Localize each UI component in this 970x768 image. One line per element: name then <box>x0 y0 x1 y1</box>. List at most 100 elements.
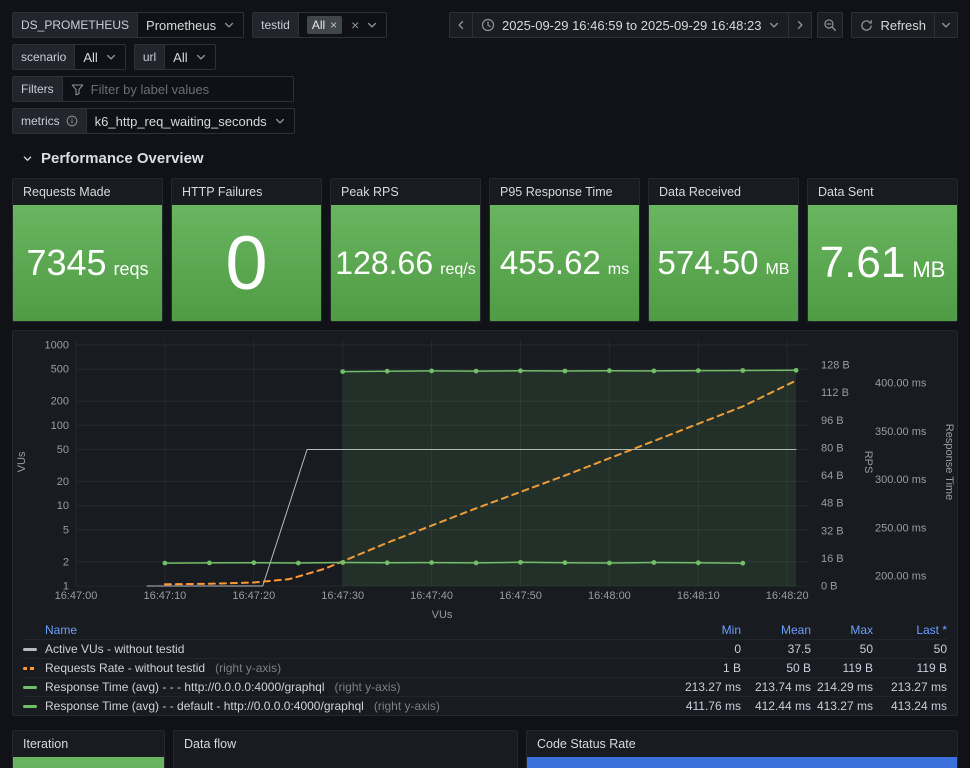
section-performance-overview[interactable]: Performance Overview <box>12 150 958 167</box>
legend-series-name[interactable]: Response Time (avg) - - - http://0.0.0.0… <box>45 680 324 694</box>
refresh-icon <box>860 19 873 32</box>
svg-text:16:48:10: 16:48:10 <box>677 590 720 602</box>
chart-legend: NameMinMeanMaxLast * Active VUs - without… <box>13 621 957 715</box>
refresh-label: Refresh <box>880 18 926 33</box>
toolbar-row-3: Filters <box>12 76 958 102</box>
legend-row: Active VUs - without testid037.55050 <box>23 639 947 658</box>
chevron-down-icon <box>223 19 235 31</box>
info-icon[interactable] <box>66 115 78 127</box>
svg-text:VUs: VUs <box>432 609 453 621</box>
chevron-down-icon <box>768 19 780 31</box>
legend-header-min[interactable]: Min <box>671 623 741 637</box>
clock-icon <box>481 18 495 32</box>
svg-text:500: 500 <box>51 364 69 376</box>
series-marker-icon <box>23 667 37 670</box>
stat-value-area: 128.66req/s <box>331 205 480 321</box>
metrics-value: k6_http_req_waiting_seconds <box>95 114 267 129</box>
timeseries-panel: 16:47:0016:47:1016:47:2016:47:3016:47:40… <box>12 330 958 716</box>
svg-text:0 B: 0 B <box>821 581 838 593</box>
scenario-picker[interactable]: All <box>74 44 125 70</box>
svg-text:16:48:20: 16:48:20 <box>766 590 809 602</box>
time-range-picker[interactable]: 2025-09-29 16:46:59 to 2025-09-29 16:48:… <box>472 12 790 38</box>
panel-body <box>174 757 517 768</box>
svg-text:5: 5 <box>63 524 69 536</box>
toolbar-row-1: DS_PROMETHEUS Prometheus testid All × × <box>12 12 958 38</box>
stat-unit: reqs <box>114 259 149 280</box>
legend-header-mean[interactable]: Mean <box>741 623 811 637</box>
svg-text:50: 50 <box>57 444 69 456</box>
legend-value-max: 214.29 ms <box>811 680 873 694</box>
url-control: url All <box>134 44 216 70</box>
legend-header-last[interactable]: Last * <box>873 623 947 637</box>
stat-panel-header: HTTP Failures <box>172 179 321 205</box>
bottom-row: IterationData flowCode Status Rate <box>12 730 958 768</box>
svg-text:64 B: 64 B <box>821 470 844 482</box>
metrics-picker[interactable]: k6_http_req_waiting_seconds <box>86 108 295 134</box>
stat-panel-p95-response-time: P95 Response Time455.62ms <box>489 178 640 322</box>
svg-text:300.00 ms: 300.00 ms <box>875 474 927 486</box>
timeseries-chart[interactable]: 16:47:0016:47:1016:47:2016:47:3016:47:40… <box>13 331 957 621</box>
clear-selection-icon[interactable]: × <box>351 18 359 32</box>
svg-text:200.00 ms: 200.00 ms <box>875 571 927 583</box>
legend-value-mean: 412.44 ms <box>741 699 811 713</box>
legend-value-last: 413.24 ms <box>873 699 947 713</box>
stat-panel-header: Requests Made <box>13 179 162 205</box>
chevron-down-icon <box>105 51 117 63</box>
svg-text:48 B: 48 B <box>821 498 844 510</box>
legend-value-last: 213.27 ms <box>873 680 947 694</box>
legend-series-name[interactable]: Active VUs - without testid <box>45 642 184 656</box>
refresh-interval-dropdown[interactable] <box>934 12 958 38</box>
zoom-out-icon <box>823 18 837 32</box>
testid-chip[interactable]: All × <box>307 16 342 34</box>
stat-panel-requests-made: Requests Made7345reqs <box>12 178 163 322</box>
stat-panel-header: Data Received <box>649 179 798 205</box>
scenario-value: All <box>83 50 97 65</box>
legend-header-name: Name <box>23 623 671 637</box>
datasource-picker[interactable]: Prometheus <box>137 12 244 38</box>
series-marker-icon <box>23 686 37 689</box>
legend-series-name[interactable]: Requests Rate - without testid <box>45 661 205 675</box>
stat-value-area: 574.50MB <box>649 205 798 321</box>
svg-text:16:47:30: 16:47:30 <box>321 590 364 602</box>
stat-panel-http-failures: HTTP Failures0 <box>171 178 322 322</box>
url-value: All <box>173 50 187 65</box>
filter-icon <box>71 83 84 96</box>
chevron-left-icon <box>455 19 467 31</box>
label-filter-box[interactable] <box>62 76 294 102</box>
panel-title: Data Sent <box>818 185 874 199</box>
testid-label: testid <box>252 12 298 38</box>
legend-value-max: 413.27 ms <box>811 699 873 713</box>
chevron-down-icon <box>366 19 378 31</box>
time-shift-forward-button[interactable] <box>788 12 812 38</box>
refresh-button[interactable]: Refresh <box>851 12 935 38</box>
panel-title: P95 Response Time <box>500 185 613 199</box>
svg-text:VUs: VUs <box>16 451 28 472</box>
toolbar-row-2: scenario All url All <box>12 44 958 70</box>
svg-text:16 B: 16 B <box>821 553 844 565</box>
legend-axis-note: (right y-axis) <box>334 680 400 694</box>
url-picker[interactable]: All <box>164 44 215 70</box>
legend-axis-note: (right y-axis) <box>374 699 440 713</box>
panel-iteration: Iteration <box>12 730 165 768</box>
legend-series-name[interactable]: Response Time (avg) - - default - http:/… <box>45 699 364 713</box>
stat-panel-header: P95 Response Time <box>490 179 639 205</box>
time-shift-back-button[interactable] <box>449 12 473 38</box>
datasource-control: DS_PROMETHEUS Prometheus <box>12 12 244 38</box>
grafana-dashboard: DS_PROMETHEUS Prometheus testid All × × <box>0 0 970 768</box>
label-filter-input[interactable] <box>91 82 285 97</box>
panel-header: Code Status Rate <box>527 731 957 757</box>
chip-remove-icon[interactable]: × <box>330 19 337 31</box>
chip-label: All <box>312 18 325 32</box>
stat-value-area: 7.61MB <box>808 205 957 321</box>
legend-value-min: 213.27 ms <box>671 680 741 694</box>
legend-header-max[interactable]: Max <box>811 623 873 637</box>
chevron-down-icon <box>274 115 286 127</box>
zoom-out-button[interactable] <box>817 12 843 38</box>
refresh-control: Refresh <box>851 12 958 38</box>
stat-unit: ms <box>608 261 629 279</box>
chevron-down-icon <box>940 19 952 31</box>
svg-text:350.00 ms: 350.00 ms <box>875 426 927 438</box>
stat-value: 574.50 <box>658 244 759 282</box>
legend-value-mean: 213.74 ms <box>741 680 811 694</box>
testid-picker[interactable]: All × × <box>298 12 388 38</box>
